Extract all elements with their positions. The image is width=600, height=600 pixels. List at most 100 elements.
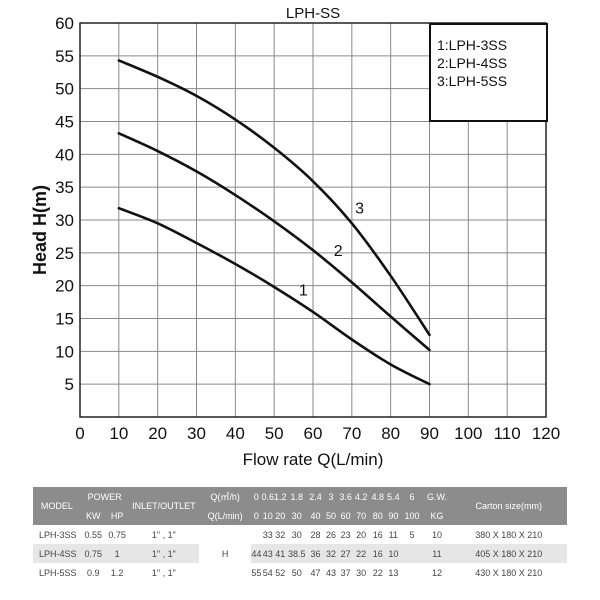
cell-head: 16 <box>369 544 387 563</box>
cell-head <box>400 544 424 563</box>
cell-head: 55 <box>251 567 262 578</box>
x-tick-label: 110 <box>494 424 521 443</box>
y-axis-label: Head H(m) <box>30 185 50 275</box>
x-tick-label: 120 <box>532 424 560 443</box>
cell-gw: 12 <box>431 567 442 578</box>
header-power: POWER <box>80 487 129 506</box>
cell-inlet: 1" , 1" <box>151 567 176 578</box>
cell-head: 26 <box>326 529 337 540</box>
table-header-row-2: KW HP Q(L/min) 0 10 20 30 40 50 60 70 80… <box>33 506 567 525</box>
header-q-lmin: Q(L/min) <box>199 506 252 525</box>
header-carton: Carton size(mm) <box>450 487 567 525</box>
cell-head: 37 <box>340 567 351 578</box>
cell-head: 32 <box>323 544 339 563</box>
legend: 1:LPH-3SS 2:LPH-4SS 3:LPH-5SS <box>429 23 548 122</box>
header-q-m3h: Q(㎥/h) <box>199 487 252 506</box>
y-tick-label: 55 <box>55 47 74 66</box>
cell-head: 13 <box>388 567 399 578</box>
cell-head: 5 <box>409 529 415 540</box>
cell-head: 52 <box>275 567 286 578</box>
curve-label: 2 <box>334 243 343 260</box>
header-m3h: 6 <box>400 487 424 506</box>
cell-head: 27 <box>338 544 353 563</box>
curve-2 <box>117 132 431 352</box>
cell-head: 10 <box>386 544 401 563</box>
legend-entry-2: 2:LPH-4SS <box>437 55 507 71</box>
cell-head: 41 <box>273 544 287 563</box>
cell-head: 33 <box>262 529 273 540</box>
header-m3h: 3 <box>323 487 339 506</box>
header-m3h: 4.8 <box>369 487 387 506</box>
cell-kw: 0.75 <box>80 544 106 563</box>
header-inlet: INLET/OUTLET <box>128 487 200 525</box>
cell-head: 36 <box>307 544 324 563</box>
header-kw: KW <box>80 506 106 525</box>
cell-model: LPH-3SS <box>39 529 77 540</box>
x-tick-label: 100 <box>454 424 482 443</box>
cell-head: 54 <box>262 567 273 578</box>
cell-head: 16 <box>372 529 383 540</box>
cell-head: 22 <box>352 544 370 563</box>
header-lmin: 30 <box>286 506 308 525</box>
cell-kw: 0.9 <box>86 567 100 578</box>
x-tick-label: 60 <box>304 424 323 443</box>
x-tick-label: 20 <box>148 424 167 443</box>
cell-head: 30 <box>356 567 367 578</box>
header-lmin: 70 <box>352 506 370 525</box>
cell-head <box>251 525 261 544</box>
cell-inlet: 1" , 1" <box>151 529 176 540</box>
table-row: LPH-5SS 0.9 1.2 1" , 1" 55 54 52 50 47 4… <box>33 563 567 582</box>
y-tick-label: 35 <box>55 178 74 197</box>
curve-label: 1 <box>299 283 308 300</box>
table-row: LPH-4SS 0.75 1 1" , 1" 44 43 41 38.5 36 … <box>33 544 567 563</box>
header-kg: KG <box>423 506 451 525</box>
header-m3h: 5.4 <box>386 487 401 506</box>
header-m3h: 1.8 <box>286 487 308 506</box>
x-tick-label: 50 <box>265 424 284 443</box>
x-tick-label: 40 <box>226 424 245 443</box>
cell-head: 23 <box>340 529 351 540</box>
cell-h-label: H <box>221 548 229 559</box>
header-lmin: 50 <box>323 506 339 525</box>
axes: 0 10 20 30 40 50 60 70 80 90 100 110 120 5 10 15 20 25 30 3… <box>55 14 560 443</box>
chart-title: LPH-SS <box>286 5 340 22</box>
cell-gw: 11 <box>423 544 451 563</box>
spec-table: MODEL POWER INLET/OUTLET Q(㎥/h) 0 0.6 1.… <box>33 487 567 582</box>
header-m3h: 3.6 <box>338 487 353 506</box>
header-lmin: 80 <box>369 506 387 525</box>
curve-1 <box>117 206 431 386</box>
table-header-row-1: MODEL POWER INLET/OUTLET Q(㎥/h) 0 0.6 1.… <box>33 487 567 525</box>
header-lmin: 40 <box>307 506 324 525</box>
cell-hp: 1 <box>105 544 129 563</box>
pump-curve-chart: 1 2 3 0 10 20 30 40 50 60 70 80 90 100 110 120 5 10 15 20 2… <box>30 5 560 469</box>
y-tick-label: 15 <box>55 310 74 329</box>
y-tick-label: 40 <box>55 145 74 164</box>
cell-kw: 0.55 <box>84 529 102 540</box>
header-lmin: 100 <box>400 506 424 525</box>
legend-entry-3: 3:LPH-5SS <box>437 73 507 89</box>
cell-head: 32 <box>275 529 286 540</box>
cell-hp: 0.75 <box>108 529 126 540</box>
header-gw: G.W. <box>423 487 451 506</box>
header-m3h: 4.2 <box>352 487 370 506</box>
curve-3 <box>117 59 431 337</box>
header-m3h: 0.6 <box>261 487 274 506</box>
cell-head: 11 <box>388 529 399 540</box>
y-tick-label: 30 <box>55 211 74 230</box>
header-m3h: 0 <box>251 487 262 506</box>
x-tick-label: 90 <box>420 424 439 443</box>
cell-head: 43 <box>261 544 274 563</box>
header-lmin: 60 <box>338 506 353 525</box>
header-hp: HP <box>105 506 129 525</box>
x-tick-label: 80 <box>381 424 400 443</box>
cell-hp: 1.2 <box>110 567 124 578</box>
cell-head: 47 <box>310 567 321 578</box>
cell-head: 20 <box>356 529 367 540</box>
header-model: MODEL <box>33 487 81 525</box>
cell-head: 43 <box>326 567 337 578</box>
table-row: LPH-3SS 0.55 0.75 1" , 1" H 33 32 30 28 … <box>33 525 567 559</box>
header-lmin: 20 <box>273 506 287 525</box>
cell-head: 38.5 <box>286 544 308 563</box>
header-lmin: 0 <box>251 506 262 525</box>
x-tick-label: 10 <box>109 424 128 443</box>
